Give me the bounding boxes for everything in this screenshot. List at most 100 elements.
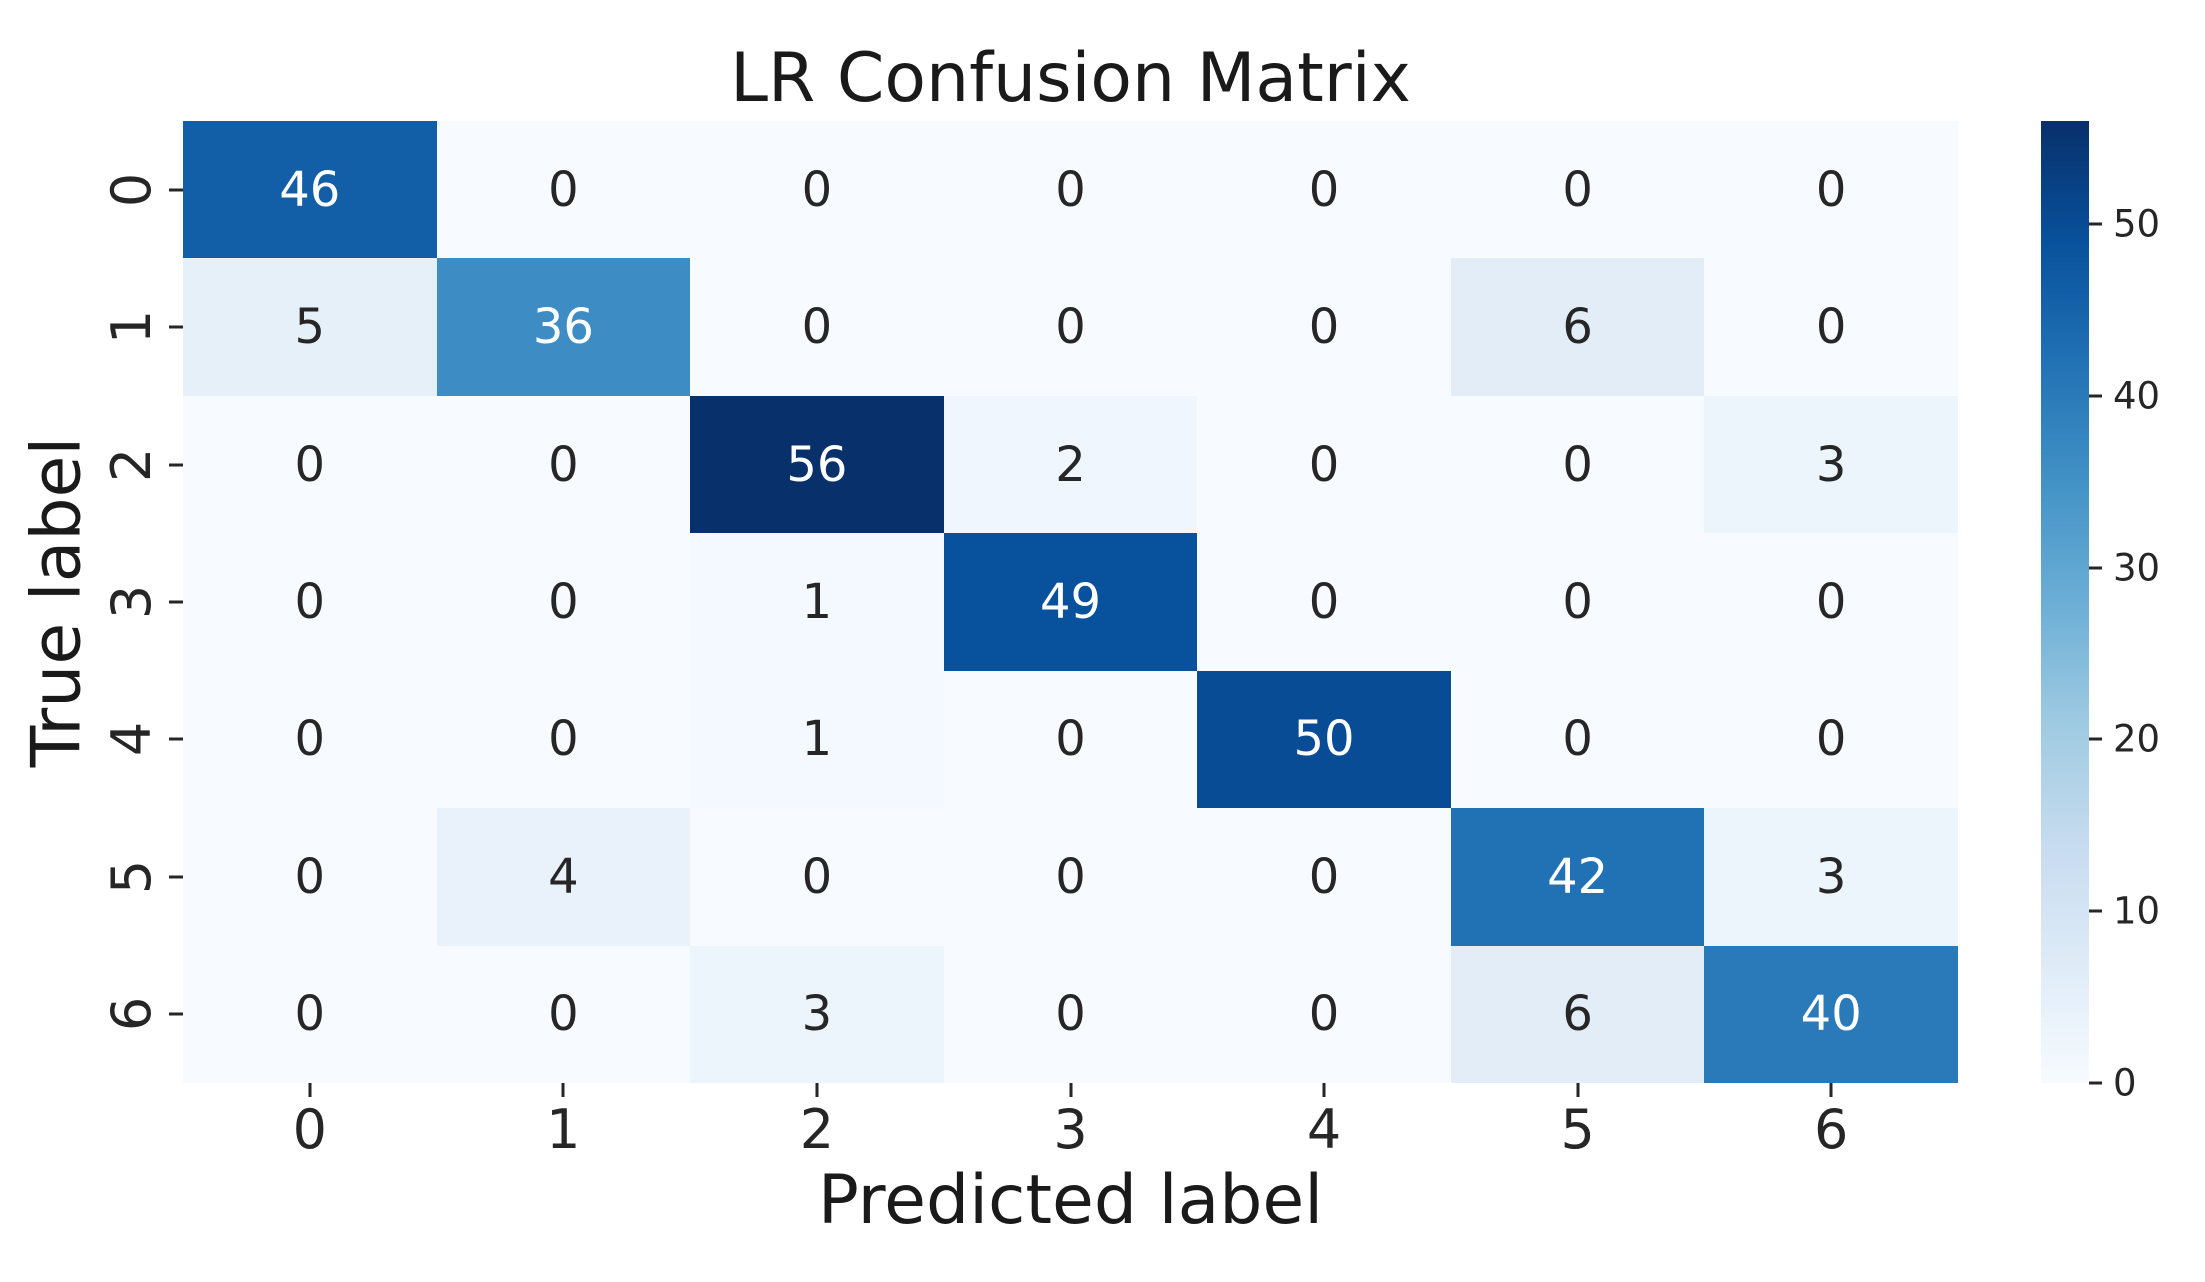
cell-value: 5 — [294, 299, 326, 356]
heatmap-cell: 0 — [943, 258, 1198, 396]
heatmap-cell: 0 — [1197, 258, 1451, 396]
cell-value: 0 — [1562, 436, 1593, 493]
colorbar-tick-mark — [2089, 394, 2102, 398]
heatmap-cell: 0 — [436, 945, 691, 1083]
cell-value: 36 — [532, 299, 594, 356]
heatmap-cell: 0 — [1197, 121, 1451, 259]
cell-value: 50 — [1293, 711, 1355, 768]
colorbar-tick-label: 10 — [2113, 889, 2161, 933]
cell-value: 0 — [1308, 161, 1340, 218]
y-tick-mark — [169, 463, 183, 467]
heatmap-cell: 0 — [943, 121, 1198, 259]
colorbar-tick-mark — [2089, 1081, 2102, 1085]
cell-value: 0 — [1562, 573, 1593, 630]
colorbar-tick-mark — [2089, 222, 2102, 226]
y-tick-label: 3 — [99, 584, 163, 620]
heatmap-cell: 0 — [436, 670, 691, 809]
y-tick-mark — [169, 737, 183, 741]
heatmap-cell: 0 — [1450, 533, 1705, 671]
heatmap-cell: 49 — [943, 533, 1198, 671]
x-tick-label: 4 — [1306, 1098, 1342, 1161]
heatmap-cell: 0 — [183, 808, 437, 946]
x-tick-label: 2 — [799, 1098, 835, 1161]
x-tick-mark — [1322, 1083, 1326, 1097]
colorbar-tick-label: 50 — [2113, 202, 2161, 246]
heatmap-cell: 0 — [436, 533, 691, 671]
heatmap-cell: 0 — [436, 395, 691, 534]
heatmap-cell: 0 — [183, 670, 437, 809]
heatmap-cell: 0 — [1450, 395, 1705, 534]
heatmap-cell: 0 — [1197, 395, 1451, 534]
heatmap-cell: 2 — [943, 395, 1198, 534]
y-tick-label: 4 — [99, 722, 163, 757]
heatmap-cell: 0 — [1704, 533, 1958, 671]
cell-value: 0 — [1815, 573, 1847, 630]
heatmap-cell: 6 — [1450, 258, 1705, 396]
x-tick-mark — [1576, 1083, 1580, 1097]
cell-value: 0 — [1308, 436, 1340, 493]
x-tick-label: 0 — [292, 1098, 327, 1161]
heatmap-cell: 0 — [1704, 670, 1958, 809]
cell-value: 3 — [1815, 436, 1847, 493]
heatmap-cell: 50 — [1197, 670, 1451, 809]
heatmap-cell: 0 — [943, 670, 1198, 809]
y-tick-mark — [169, 188, 183, 192]
x-tick-label: 5 — [1560, 1098, 1595, 1161]
cell-value: 0 — [548, 573, 579, 630]
cell-value: 1 — [801, 573, 833, 630]
heatmap-grid: 46 0 0 0 0 0 0 5 36 0 0 0 6 0 0 0 56 2 0 0 3 0 0 1 49 0 0 0 0 0 1 0 50 0 0… — [183, 121, 1958, 1083]
heatmap-cell: 46 — [183, 121, 437, 259]
cell-value: 42 — [1547, 848, 1609, 905]
x-tick-mark — [308, 1083, 312, 1097]
heatmap-cell: 0 — [1450, 670, 1705, 809]
y-tick-label: 6 — [99, 997, 163, 1032]
y-tick-label: 0 — [99, 172, 163, 207]
x-tick-label: 6 — [1814, 1098, 1849, 1161]
y-tick-label: 2 — [99, 447, 163, 482]
colorbar-tick-mark — [2089, 909, 2102, 913]
colorbar-tick-mark — [2089, 566, 2102, 570]
heatmap-cell: 3 — [690, 945, 944, 1083]
heatmap-cell: 0 — [690, 808, 944, 946]
cell-value: 0 — [1308, 848, 1340, 905]
cell-value: 0 — [1055, 161, 1086, 218]
cell-value: 0 — [1815, 299, 1847, 356]
cell-value: 0 — [548, 161, 579, 218]
heatmap-cell: 0 — [1197, 533, 1451, 671]
cell-value: 0 — [1562, 711, 1593, 768]
cell-value: 1 — [801, 711, 833, 768]
y-tick-label: 1 — [99, 309, 163, 345]
cell-value: 0 — [801, 299, 833, 356]
heatmap-cell: 42 — [1450, 808, 1705, 946]
cell-value: 0 — [1055, 711, 1086, 768]
colorbar-ticks: 0 10 20 30 40 50 — [2089, 121, 2205, 1102]
colorbar-tick-mark — [2089, 737, 2102, 741]
cell-value: 0 — [801, 848, 833, 905]
colorbar-tick-label: 30 — [2113, 546, 2161, 590]
x-tick-mark — [1829, 1083, 1833, 1097]
heatmap-cell: 1 — [690, 533, 944, 671]
x-tick-mark — [561, 1083, 565, 1097]
heatmap-cell: 5 — [183, 258, 437, 396]
cell-value: 0 — [548, 436, 579, 493]
cell-value: 2 — [1055, 436, 1086, 493]
colorbar-tick-label: 20 — [2113, 717, 2161, 761]
cell-value: 0 — [294, 848, 326, 905]
chart-title: LR Confusion Matrix — [730, 39, 1411, 118]
heatmap-cell: 0 — [183, 945, 437, 1083]
cell-value: 49 — [1039, 573, 1102, 630]
y-axis: 0 1 2 3 4 5 6 — [0, 121, 183, 1083]
cell-value: 3 — [801, 986, 833, 1043]
cell-value: 40 — [1800, 986, 1862, 1043]
cell-value: 46 — [279, 161, 341, 218]
cell-value: 0 — [1815, 711, 1847, 768]
heatmap-cell: 0 — [943, 808, 1198, 946]
y-tick-mark — [169, 325, 183, 329]
colorbar-gradient — [2041, 121, 2089, 1083]
heatmap-cell: 3 — [1704, 808, 1958, 946]
cell-value: 0 — [548, 711, 579, 768]
y-tick-mark — [169, 875, 183, 879]
cell-value: 0 — [1055, 299, 1086, 356]
y-tick-label: 5 — [99, 859, 163, 895]
